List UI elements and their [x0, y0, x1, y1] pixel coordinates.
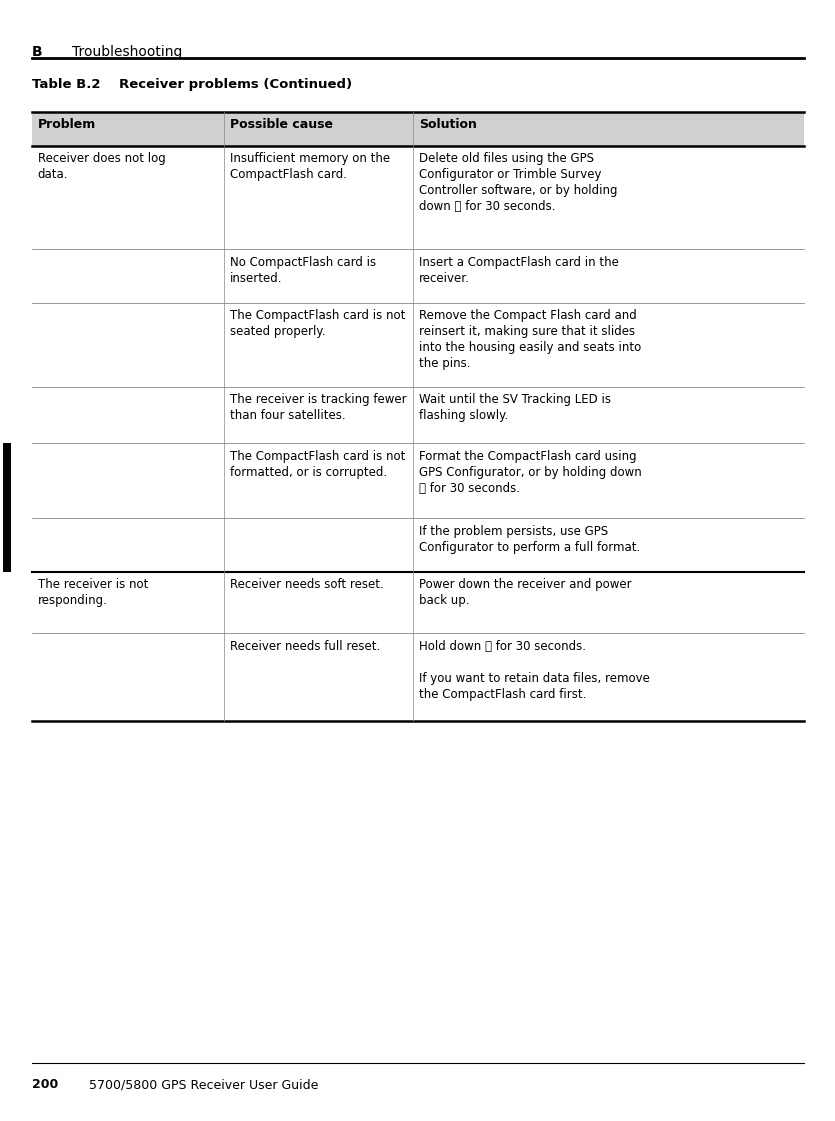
Text: Possible cause: Possible cause — [230, 118, 332, 131]
Text: Table B.2: Table B.2 — [32, 78, 100, 92]
Text: The CompactFlash card is not
formatted, or is corrupted.: The CompactFlash card is not formatted, … — [230, 450, 405, 479]
Text: B: B — [32, 45, 43, 58]
Bar — [3, 443, 11, 518]
Text: Receiver needs full reset.: Receiver needs full reset. — [230, 640, 380, 654]
Text: Delete old files using the GPS
Configurator or Trimble Survey
Controller softwar: Delete old files using the GPS Configura… — [419, 152, 618, 213]
Text: Hold down ⓘ for 30 seconds.

If you want to retain data files, remove
the Compac: Hold down ⓘ for 30 seconds. If you want … — [419, 640, 650, 701]
Text: The CompactFlash card is not
seated properly.: The CompactFlash card is not seated prop… — [230, 309, 405, 339]
Text: 200: 200 — [32, 1078, 58, 1092]
Text: Solution: Solution — [419, 118, 477, 131]
Text: Format the CompactFlash card using
GPS Configurator, or by holding down
ⓘ for 30: Format the CompactFlash card using GPS C… — [419, 450, 642, 494]
Text: Power down the receiver and power
back up.: Power down the receiver and power back u… — [419, 578, 632, 608]
Text: Receiver does not log
data.: Receiver does not log data. — [38, 152, 165, 182]
Text: Remove the Compact Flash card and
reinsert it, making sure that it slides
into t: Remove the Compact Flash card and reinse… — [419, 309, 641, 370]
Text: Wait until the SV Tracking LED is
flashing slowly.: Wait until the SV Tracking LED is flashi… — [419, 393, 611, 423]
Bar — [3, 518, 11, 572]
Text: Troubleshooting: Troubleshooting — [72, 45, 182, 58]
Text: No CompactFlash card is
inserted.: No CompactFlash card is inserted. — [230, 256, 376, 285]
Bar — [32, 112, 804, 146]
Text: If the problem persists, use GPS
Configurator to perform a full format.: If the problem persists, use GPS Configu… — [419, 525, 640, 554]
Text: 5700/5800 GPS Receiver User Guide: 5700/5800 GPS Receiver User Guide — [89, 1078, 318, 1092]
Text: Receiver problems (Continued): Receiver problems (Continued) — [119, 78, 352, 92]
Text: Problem: Problem — [38, 118, 96, 131]
Text: Insufficient memory on the
CompactFlash card.: Insufficient memory on the CompactFlash … — [230, 152, 390, 182]
Text: The receiver is tracking fewer
than four satellites.: The receiver is tracking fewer than four… — [230, 393, 407, 423]
Text: Insert a CompactFlash card in the
receiver.: Insert a CompactFlash card in the receiv… — [419, 256, 619, 285]
Text: The receiver is not
responding.: The receiver is not responding. — [38, 578, 148, 608]
Text: Receiver needs soft reset.: Receiver needs soft reset. — [230, 578, 383, 592]
